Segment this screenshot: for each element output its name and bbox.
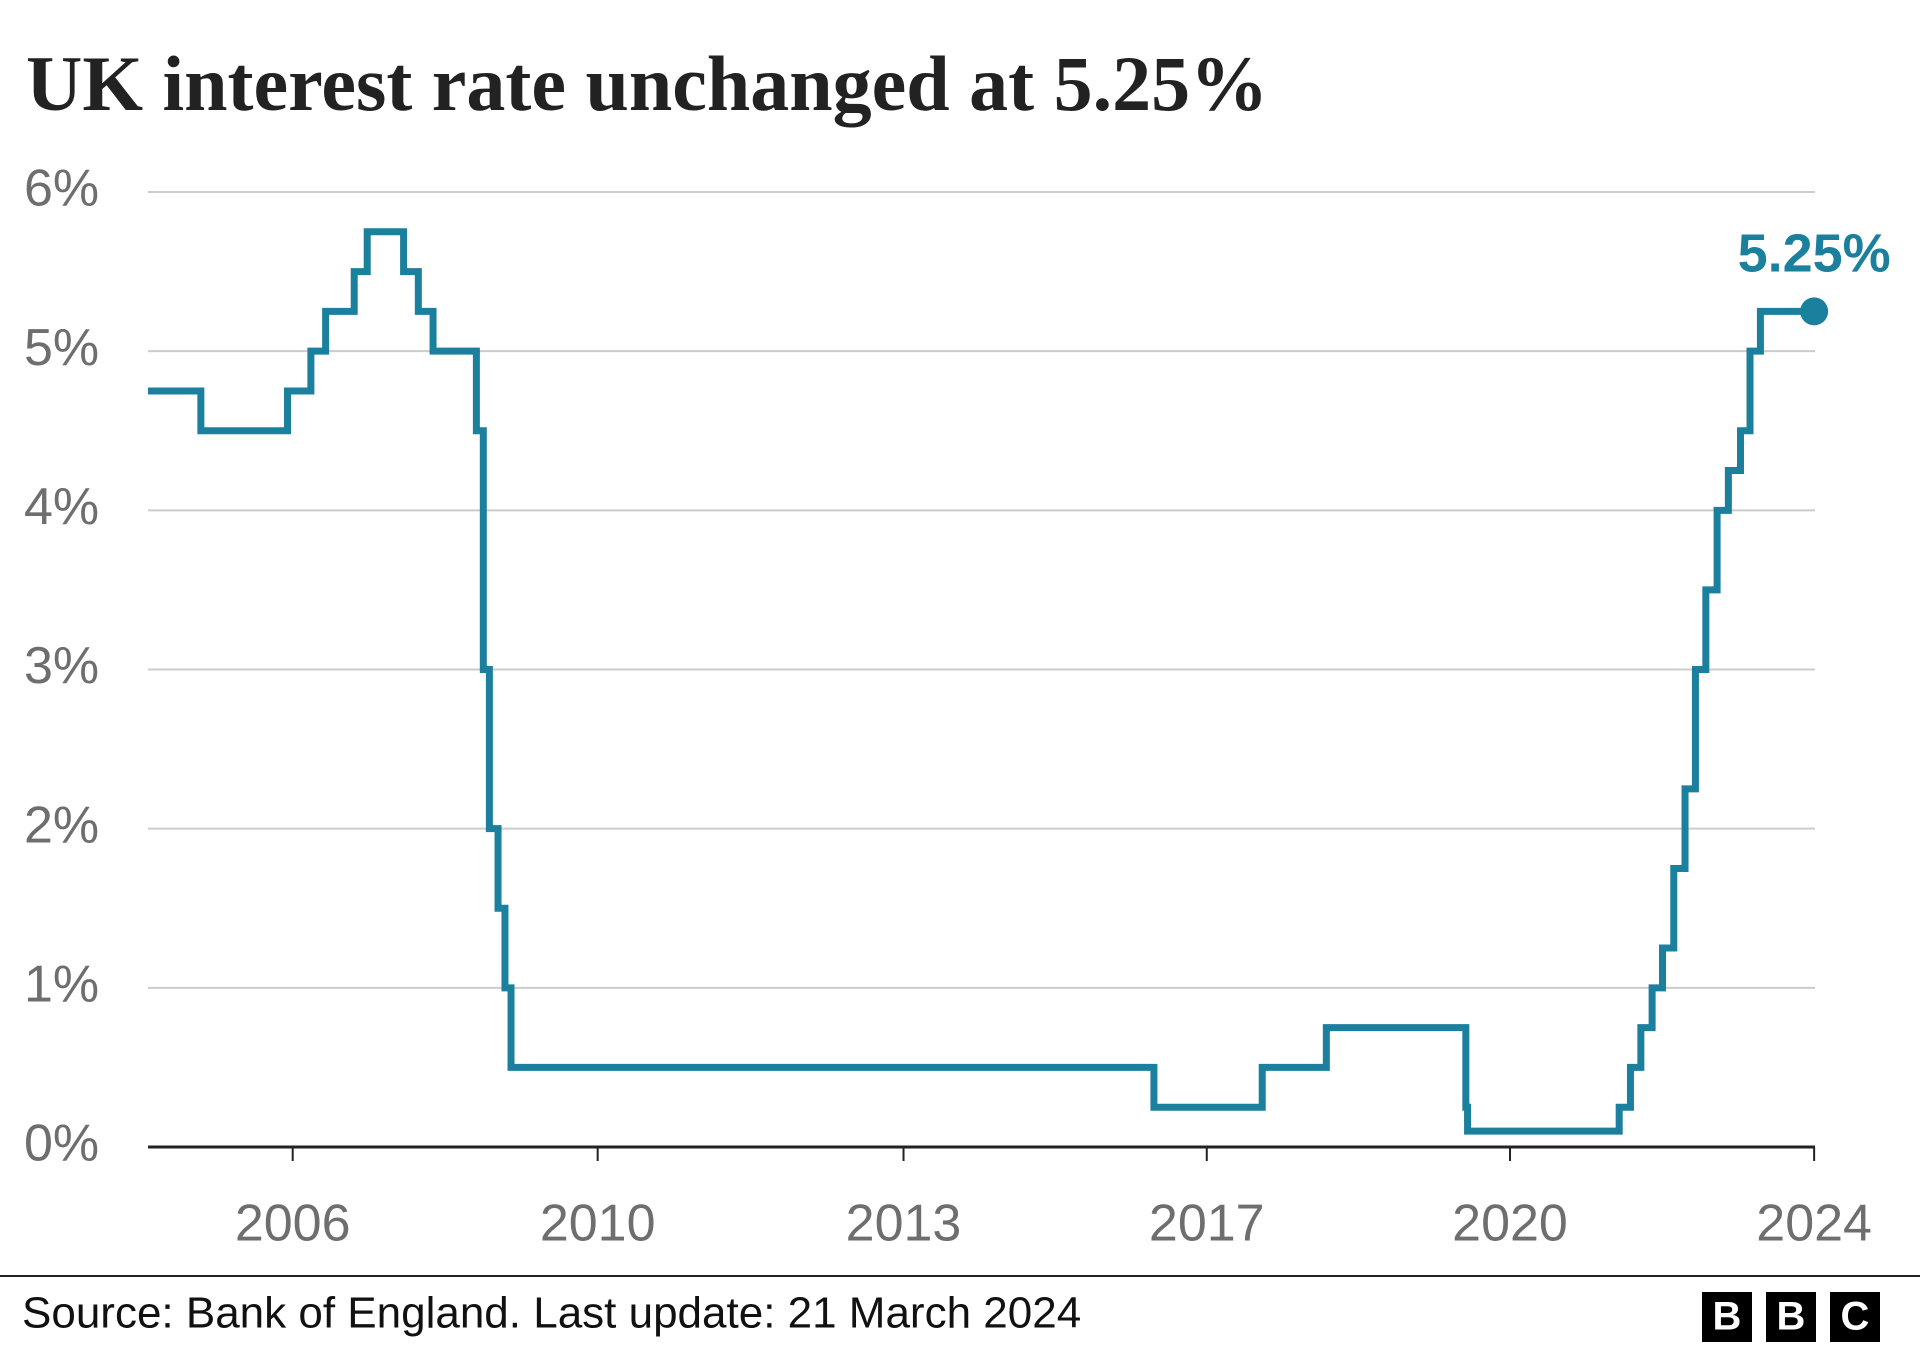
x-tick-label: 2020 bbox=[1452, 1195, 1568, 1253]
logo-letter: C bbox=[1841, 1295, 1870, 1339]
x-tick-label: 2013 bbox=[846, 1195, 962, 1253]
end-dot bbox=[1800, 297, 1829, 326]
x-tick-label: 2010 bbox=[540, 1195, 656, 1253]
y-tick-label: 5% bbox=[24, 319, 99, 377]
value-label: 5.25% bbox=[1738, 224, 1891, 284]
y-tick-label: 2% bbox=[24, 796, 99, 854]
y-tick-label: 3% bbox=[24, 637, 99, 695]
logo-box bbox=[1766, 1292, 1816, 1342]
x-tick-label: 2017 bbox=[1149, 1195, 1265, 1253]
logo-letter: B bbox=[1777, 1295, 1806, 1339]
y-tick-label: 6% bbox=[24, 160, 99, 218]
y-tick-label: 4% bbox=[24, 478, 99, 536]
x-tick-label: 2024 bbox=[1756, 1195, 1872, 1253]
rate-line bbox=[148, 228, 1815, 1135]
logo-box bbox=[1702, 1292, 1752, 1342]
logo-box bbox=[1830, 1292, 1880, 1342]
source: Source: Bank of England. Last update: 21… bbox=[22, 1289, 1081, 1338]
y-tick-label: 0% bbox=[24, 1115, 99, 1173]
logo-letter: B bbox=[1713, 1295, 1742, 1339]
x-tick-label: 2006 bbox=[235, 1195, 351, 1253]
y-tick-label: 1% bbox=[24, 956, 99, 1014]
chart-title: UK interest rate unchanged at 5.25% bbox=[26, 40, 1268, 127]
